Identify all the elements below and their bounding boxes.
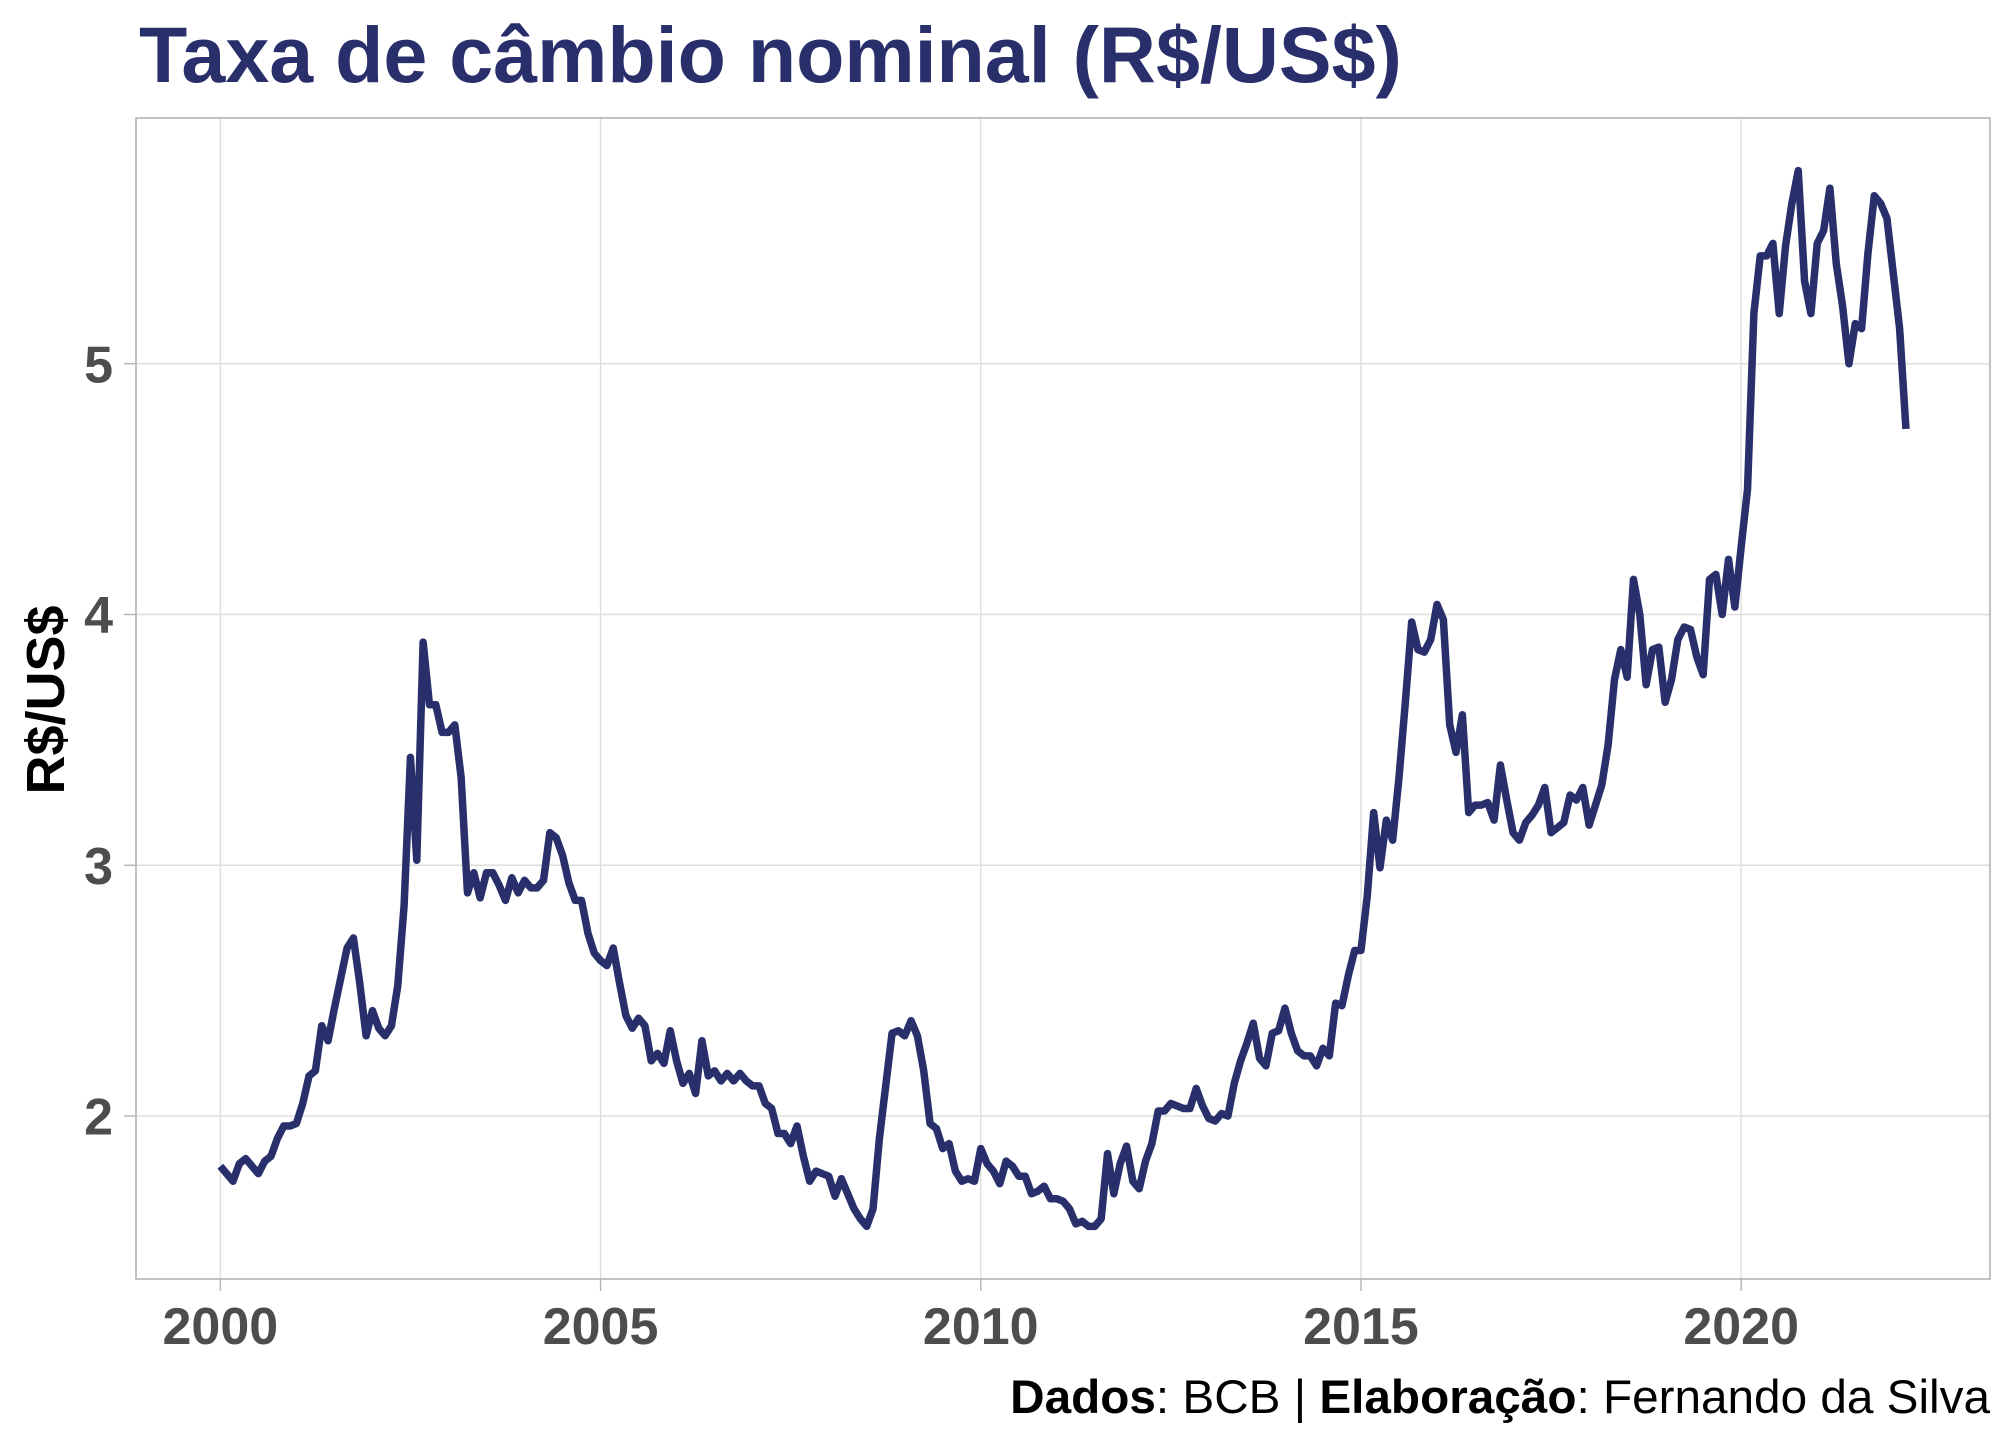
y-tick-marks — [124, 363, 136, 1117]
x-tick-label: 2000 — [162, 1298, 278, 1356]
caption: Dados: BCB | Elaboração: Fernando da Sil… — [1010, 1371, 1990, 1424]
x-gridlines — [219, 118, 1742, 1279]
chart-title: Taxa de câmbio nominal (R$/US$) — [139, 10, 1402, 99]
y-tick-label: 5 — [84, 336, 113, 394]
panel-border — [135, 117, 1991, 1280]
x-tick-label: 2015 — [1303, 1298, 1419, 1356]
x-tick-label: 2020 — [1683, 1298, 1799, 1356]
caption-source-label: Dados — [1010, 1371, 1156, 1424]
caption-author: : Fernando da Silva — [1576, 1371, 1990, 1424]
y-axis-title: R$/US$ — [16, 605, 76, 794]
y-tick-labels: 2 3 4 5 — [84, 336, 113, 1146]
y-tick-label: 3 — [84, 838, 113, 896]
y-tick-label: 2 — [84, 1089, 113, 1147]
caption-source: : BCB | — [1156, 1371, 1319, 1424]
x-tick-label: 2010 — [923, 1298, 1039, 1356]
x-tick-labels: 2000 2005 2010 2015 2020 — [162, 1298, 1799, 1356]
y-gridlines — [136, 363, 1990, 1117]
x-tick-label: 2005 — [543, 1298, 659, 1356]
caption-author-label: Elaboração — [1319, 1371, 1576, 1424]
y-tick-label: 4 — [84, 587, 113, 645]
x-tick-marks — [219, 1279, 1742, 1291]
series-line — [217, 166, 1910, 1231]
